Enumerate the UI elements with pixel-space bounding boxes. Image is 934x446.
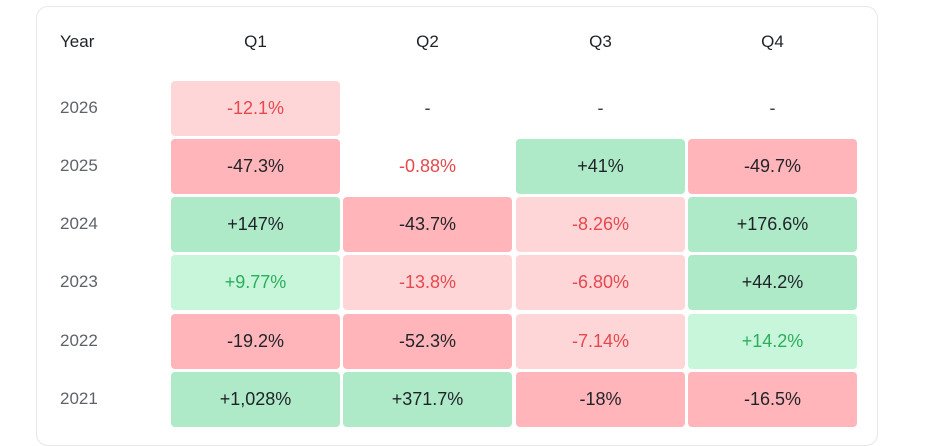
return-cell-q1: +9.77% xyxy=(171,255,340,310)
year-label: 2022 xyxy=(60,331,98,350)
year-label: 2026 xyxy=(60,98,98,117)
q3-column-header: Q3 xyxy=(589,32,612,51)
return-cell-q4: - xyxy=(769,98,776,118)
return-cell-q3: - xyxy=(597,98,604,118)
year-label: 2024 xyxy=(60,214,98,233)
return-cell-q1: -47.3% xyxy=(171,139,340,194)
return-cell-q2: -52.3% xyxy=(343,314,512,369)
return-cell-q3: -7.14% xyxy=(516,314,685,369)
q2-column-header: Q2 xyxy=(416,32,439,51)
return-cell-q4: -49.7% xyxy=(688,139,857,194)
return-cell-q4: +44.2% xyxy=(688,255,857,310)
return-cell-q1: +147% xyxy=(171,197,340,252)
return-cell-q4: +14.2% xyxy=(688,314,857,369)
return-cell-q3: -18% xyxy=(516,372,685,427)
return-cell-q2: +371.7% xyxy=(343,372,512,427)
return-cell-q1: +1,028% xyxy=(171,372,340,427)
return-cell-q3: -6.80% xyxy=(516,255,685,310)
return-cell-q4: -16.5% xyxy=(688,372,857,427)
return-cell-q2: -0.88% xyxy=(398,156,457,176)
q1-column-header: Q1 xyxy=(244,32,267,51)
year-label: 2025 xyxy=(60,156,98,175)
return-cell-q3: -8.26% xyxy=(516,197,685,252)
year-column-header: Year xyxy=(60,32,95,51)
return-cell-q2: -43.7% xyxy=(343,197,512,252)
year-label: 2021 xyxy=(60,389,98,408)
return-cell-q1: -19.2% xyxy=(171,314,340,369)
return-cell-q4: +176.6% xyxy=(688,197,857,252)
return-cell-q1: -12.1% xyxy=(171,81,340,136)
year-label: 2023 xyxy=(60,272,98,291)
q4-column-header: Q4 xyxy=(761,32,784,51)
return-cell-q2: -13.8% xyxy=(343,255,512,310)
return-cell-q2: - xyxy=(424,98,431,118)
return-cell-q3: +41% xyxy=(516,139,685,194)
